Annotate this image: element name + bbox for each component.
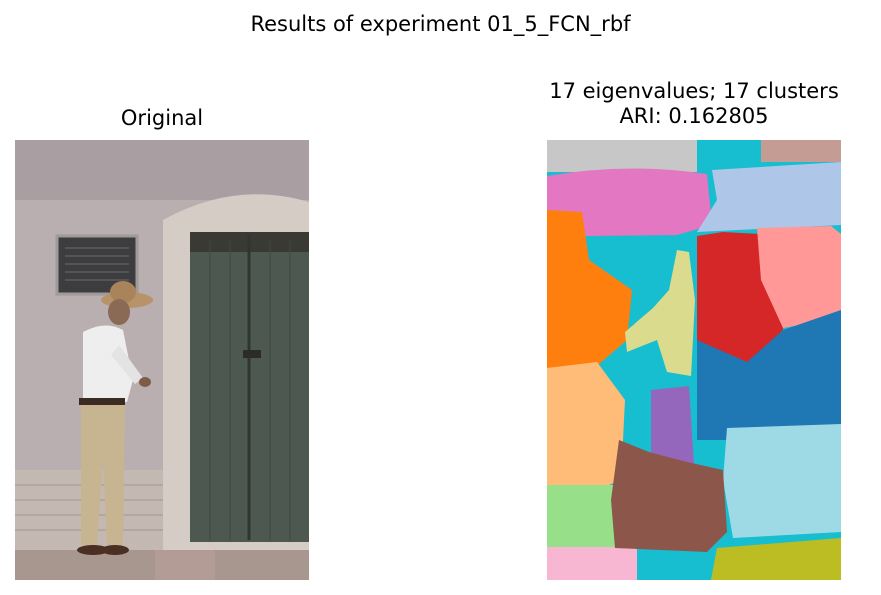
cluster-olive [711,538,841,580]
cluster-light-red [757,226,841,328]
cluster-light-pink [547,547,637,580]
cluster-light-green [547,485,615,547]
cluster-pink [547,168,712,236]
segmentation-title-line-1: 17 eigenvalues; 17 clusters [549,79,839,103]
door-latch [243,350,261,358]
segmentation-map-svg [547,140,841,580]
belt [79,398,125,405]
original-panel-title: Original [120,106,204,130]
arm [111,345,143,384]
hat-crown [110,281,136,303]
shoe-right [101,545,129,555]
original-image-svg [15,140,309,580]
figure-title: Results of experiment 01_5_FCN_rbf [250,12,631,36]
upper-wall [15,140,309,200]
cluster-tan [761,140,841,162]
original-image [15,140,309,580]
plaque-text-lines [65,247,129,281]
cluster-light-orange [547,362,625,490]
cluster-light-cyan [723,424,841,538]
trousers [81,405,125,545]
cluster-gray [547,140,697,172]
cluster-light-blue [697,162,841,232]
cluster-brown [611,440,727,552]
head [108,299,130,325]
segmentation-map [547,140,841,580]
man-figure [77,281,153,555]
segmentation-panel-title: 17 eigenvalues; 17 clusters ARI: 0.16280… [480,79,881,129]
shoe-left [77,545,109,555]
hand [139,377,151,387]
cluster-khaki [625,250,695,376]
sidewalk-patch [155,550,215,580]
shirt [83,325,133,402]
cluster-blue [697,310,841,440]
door-planks [209,240,291,540]
segmentation-title-line-2: ARI: 0.162805 [619,104,769,128]
cluster-orange [547,210,632,385]
